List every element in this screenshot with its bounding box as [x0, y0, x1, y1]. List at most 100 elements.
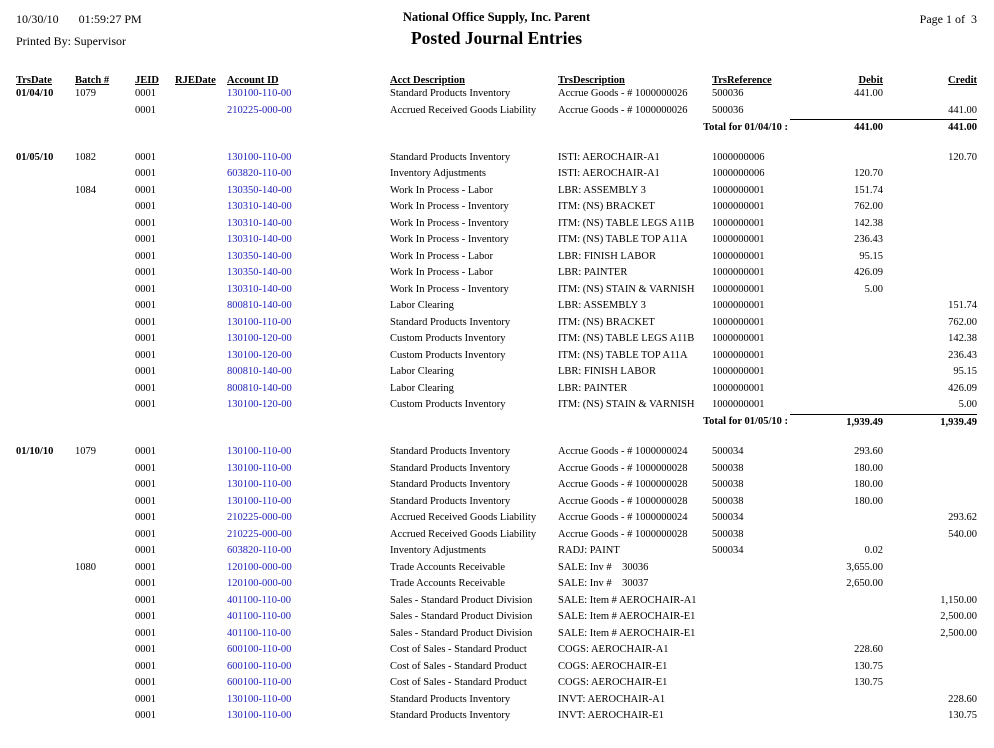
account-id-link[interactable]: 401100-110-00	[227, 611, 291, 622]
cell-trs-description: LBR: ASSEMBLY 3	[558, 300, 646, 311]
account-id-link[interactable]: 130310-140-00	[227, 201, 292, 212]
account-id-link[interactable]: 600100-110-00	[227, 677, 292, 688]
cell-rje-date	[175, 199, 227, 216]
cell-credit	[883, 543, 977, 560]
cell-account-id: 800810-140-00	[227, 381, 390, 398]
account-id-link[interactable]: 130100-110-00	[227, 479, 292, 490]
cell-acct-description: Standard Products Inventory	[390, 479, 511, 490]
cell-jeid: 0001	[135, 168, 156, 179]
cell-trs-reference	[712, 659, 790, 676]
cell-batch	[75, 364, 135, 381]
cell-account-id: 600100-110-00	[227, 642, 390, 659]
cell-trs-date	[16, 642, 75, 659]
cell-trs-reference	[712, 692, 790, 709]
cell-credit	[883, 86, 977, 103]
account-id-link[interactable]: 130100-110-00	[227, 693, 292, 705]
account-id-link[interactable]: 120100-000-00	[227, 561, 292, 573]
cell-trs-date	[16, 461, 75, 478]
cell-batch	[75, 477, 135, 494]
account-id-link[interactable]: 130100-110-00	[227, 495, 292, 507]
cell-account-id: 130100-110-00	[227, 444, 390, 461]
account-id-link[interactable]: 130100-110-00	[227, 446, 292, 457]
cell-trs-reference	[712, 609, 790, 626]
cell-credit	[883, 477, 977, 494]
cell-trs-date	[16, 494, 75, 511]
cell-debit	[790, 609, 883, 626]
cell-batch	[75, 331, 135, 348]
cell-rje-date	[175, 282, 227, 299]
cell-acct-description: Trade Accounts Receivable	[390, 578, 506, 589]
account-id-link[interactable]: 800810-140-00	[227, 382, 292, 394]
cell-jeid: 0001	[135, 316, 156, 328]
journal-entry-row: 0001 800810-140-00 Labor Clearing LBR: FINI…	[16, 364, 977, 381]
account-id-link[interactable]: 130100-120-00	[227, 349, 292, 361]
account-id-link[interactable]: 401100-110-00	[227, 627, 291, 639]
cell-account-id: 130100-110-00	[227, 315, 390, 332]
account-id-link[interactable]: 130310-140-00	[227, 217, 292, 229]
account-id-link[interactable]: 130100-120-00	[227, 399, 292, 410]
journal-entry-row: 0001 600100-110-00 Cost of Sales - Standar…	[16, 659, 977, 676]
account-id-link[interactable]: 800810-140-00	[227, 366, 292, 377]
cell-trs-date	[16, 331, 75, 348]
cell-acct-description: Trade Accounts Receivable	[390, 561, 506, 573]
journal-entry-row: 1080 0001 120100-000-00 Trade Accounts Rece…	[16, 560, 977, 577]
cell-jeid: 0001	[135, 495, 156, 507]
account-id-link[interactable]: 130100-110-00	[227, 88, 292, 99]
cell-account-id: 130100-110-00	[227, 494, 390, 511]
cell-trs-date	[16, 397, 75, 414]
cell-jeid: 0001	[135, 693, 156, 705]
cell-rje-date	[175, 444, 227, 461]
account-id-link[interactable]: 130100-110-00	[227, 710, 292, 721]
cell-debit	[790, 103, 883, 120]
total-row-spacer	[16, 414, 558, 431]
account-id-link[interactable]: 130310-140-00	[227, 283, 292, 295]
account-id-link[interactable]: 600100-110-00	[227, 660, 292, 672]
cell-credit	[883, 675, 977, 692]
account-id-link[interactable]: 210225-000-00	[227, 528, 292, 540]
cell-credit	[883, 216, 977, 233]
account-id-link[interactable]: 130100-110-00	[227, 151, 292, 163]
cell-rje-date	[175, 659, 227, 676]
account-id-link[interactable]: 603820-110-00	[227, 545, 292, 556]
cell-credit: 120.70	[948, 151, 977, 163]
account-id-link[interactable]: 130350-140-00	[227, 267, 292, 278]
account-id-link[interactable]: 401100-110-00	[227, 594, 291, 606]
cell-account-id: 130100-110-00	[227, 150, 390, 167]
account-id-link[interactable]: 130100-110-00	[227, 462, 292, 474]
cell-debit: 130.75	[854, 660, 883, 672]
cell-trs-description: LBR: FINISH LABOR	[558, 366, 657, 377]
cell-trs-date	[16, 609, 75, 626]
account-id-link[interactable]: 130350-140-00	[227, 250, 292, 262]
cell-trs-reference: 500036	[712, 104, 744, 116]
account-id-link[interactable]: 603820-110-00	[227, 168, 292, 179]
cell-debit: 293.60	[854, 446, 883, 457]
account-id-link[interactable]: 210225-000-00	[227, 104, 292, 116]
cell-batch: 1079	[75, 446, 96, 457]
cell-trs-reference: 500038	[712, 495, 744, 507]
account-id-link[interactable]: 120100-000-00	[227, 578, 292, 589]
group-spacer	[16, 137, 977, 150]
cell-trs-description: COGS: AEROCHAIR-A1	[558, 644, 669, 655]
account-id-link[interactable]: 800810-140-00	[227, 300, 292, 311]
cell-credit	[883, 166, 977, 183]
cell-trs-date	[16, 216, 75, 233]
cell-debit: 0.02	[864, 545, 883, 556]
cell-jeid: 0001	[135, 446, 156, 457]
cell-debit: 426.09	[854, 267, 883, 278]
cell-trs-date	[16, 576, 75, 593]
cell-credit: 293.62	[948, 512, 977, 523]
cell-credit: 130.75	[948, 710, 977, 721]
cell-debit: 236.43	[854, 234, 883, 245]
cell-acct-description: Sales - Standard Product Division	[390, 594, 533, 606]
account-id-link[interactable]: 600100-110-00	[227, 644, 292, 655]
cell-trs-reference: 500034	[712, 512, 744, 523]
account-id-link[interactable]: 130100-110-00	[227, 316, 292, 328]
cell-rje-date	[175, 265, 227, 282]
account-id-link[interactable]: 210225-000-00	[227, 512, 292, 523]
account-id-link[interactable]: 130310-140-00	[227, 234, 292, 245]
account-id-link[interactable]: 130100-120-00	[227, 333, 292, 344]
cell-rje-date	[175, 543, 227, 560]
account-id-link[interactable]: 130350-140-00	[227, 184, 292, 196]
journal-entry-row: 0001 600100-110-00 Cost of Sales - Standar…	[16, 675, 977, 692]
